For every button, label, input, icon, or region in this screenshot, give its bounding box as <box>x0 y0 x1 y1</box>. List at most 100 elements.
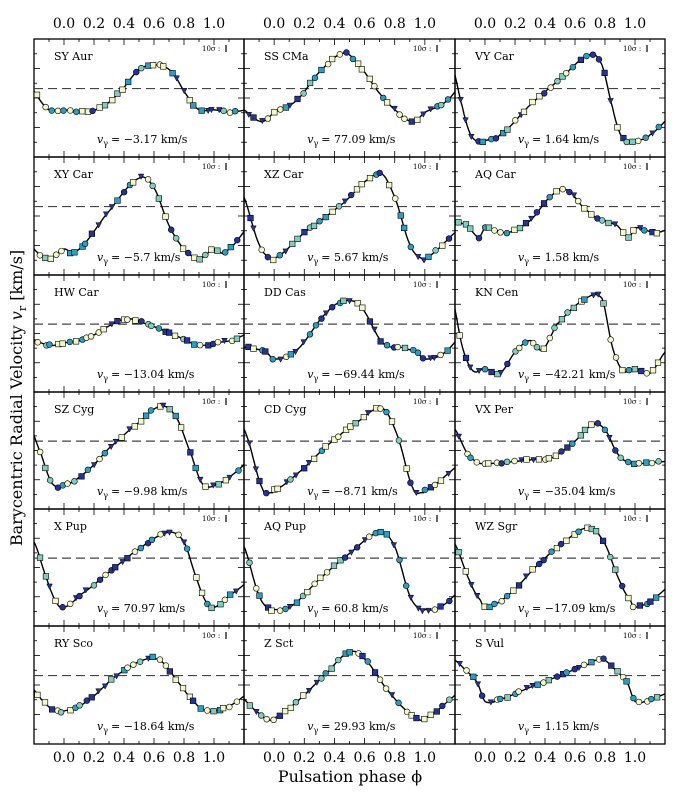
data-point <box>316 218 323 225</box>
data-point <box>214 338 222 346</box>
data-point <box>365 533 373 540</box>
data-point <box>179 245 187 252</box>
data-point <box>419 355 427 362</box>
data-point <box>180 88 188 95</box>
panel-z-sct: Z Sct 10σ : vγ = 29.93 km/s <box>243 625 456 745</box>
data-point <box>90 462 98 469</box>
data-point <box>108 676 115 683</box>
data-point <box>233 335 241 342</box>
data-point <box>588 659 595 666</box>
data-point <box>364 658 371 665</box>
data-point <box>335 656 342 664</box>
data-point <box>59 340 66 347</box>
data-point <box>346 298 353 305</box>
data-point <box>653 694 661 701</box>
data-point <box>189 697 197 704</box>
data-point <box>382 685 390 692</box>
gamma-subscript: γ <box>314 257 319 266</box>
gamma-symbol: v <box>307 485 314 498</box>
star-name: CD Cyg <box>264 403 306 416</box>
scale-note: 10σ : <box>413 281 431 289</box>
data-point <box>606 435 613 442</box>
fit-curve <box>454 527 666 609</box>
data-point <box>101 683 109 690</box>
data-point <box>498 460 505 467</box>
data-point <box>46 583 53 590</box>
data-point <box>172 412 179 420</box>
data-point <box>313 679 321 686</box>
data-point <box>575 665 583 672</box>
data-point <box>588 211 595 218</box>
data-point <box>221 596 229 604</box>
data-point <box>581 205 588 212</box>
data-point <box>329 55 336 63</box>
scale-note: 10σ : <box>202 45 220 53</box>
star-name: WZ Sgr <box>475 520 518 533</box>
data-point <box>516 224 524 232</box>
data-point <box>523 456 530 463</box>
data-point <box>522 573 530 580</box>
data-point <box>142 412 150 419</box>
scale-note: 10σ : <box>623 632 641 640</box>
gamma-value: = −9.98 km/s <box>111 485 188 498</box>
data-point <box>619 582 626 590</box>
x-tick-label-bottom: 0.4 <box>113 750 135 766</box>
data-point <box>322 213 329 221</box>
data-point <box>630 694 637 702</box>
data-point <box>552 452 559 459</box>
data-point <box>217 601 224 608</box>
data-point <box>137 544 145 552</box>
x-tick-label-top: 0.6 <box>353 16 375 32</box>
x-tick-label-bottom: 0.6 <box>564 750 586 766</box>
data-point <box>245 111 253 119</box>
data-point <box>358 66 365 73</box>
data-point <box>109 97 116 104</box>
data-point <box>647 598 654 605</box>
data-point <box>210 708 217 715</box>
data-point <box>82 587 90 594</box>
data-point <box>264 115 272 122</box>
fit-curve <box>244 299 456 360</box>
data-point <box>132 317 139 324</box>
data-point <box>419 608 426 615</box>
data-point <box>311 455 318 462</box>
data-point <box>172 235 180 242</box>
data-point <box>294 235 301 242</box>
data-point <box>395 437 403 444</box>
data-point <box>232 588 240 595</box>
data-point <box>282 708 289 715</box>
data-point <box>588 421 595 428</box>
panel-hw-car: HW Car 10σ : vγ = −13.04 km/s <box>33 274 245 393</box>
data-point <box>557 540 565 548</box>
gamma-velocity-label: vγ = −9.98 km/s <box>97 485 188 500</box>
data-point <box>250 114 257 121</box>
data-point <box>184 337 191 344</box>
data-point <box>529 566 536 573</box>
data-point <box>624 458 632 466</box>
data-point <box>287 704 294 712</box>
data-point <box>322 443 329 450</box>
data-point <box>467 225 474 232</box>
gamma-subscript: γ <box>524 374 529 383</box>
y-axis-title: Barycentric Radial Velocity vr [km/s] <box>7 250 29 546</box>
gamma-subscript: γ <box>103 491 108 500</box>
data-point <box>497 369 505 377</box>
data-point <box>335 203 343 210</box>
gamma-value: = −69.44 km/s <box>321 368 405 381</box>
data-point <box>403 582 410 589</box>
data-point <box>57 709 65 716</box>
data-point <box>529 339 537 347</box>
data-point <box>455 549 462 556</box>
gamma-velocity-label: vγ = −17.09 km/s <box>518 602 616 617</box>
fit-curve <box>33 176 245 260</box>
data-point <box>496 695 504 703</box>
gamma-subscript: γ <box>314 374 319 383</box>
data-point <box>394 343 401 351</box>
data-point <box>246 702 253 709</box>
data-point <box>468 133 475 141</box>
x-tick-label-top: 0.0 <box>53 16 75 32</box>
data-point <box>306 331 314 338</box>
data-point <box>72 338 80 345</box>
data-point <box>138 318 145 325</box>
